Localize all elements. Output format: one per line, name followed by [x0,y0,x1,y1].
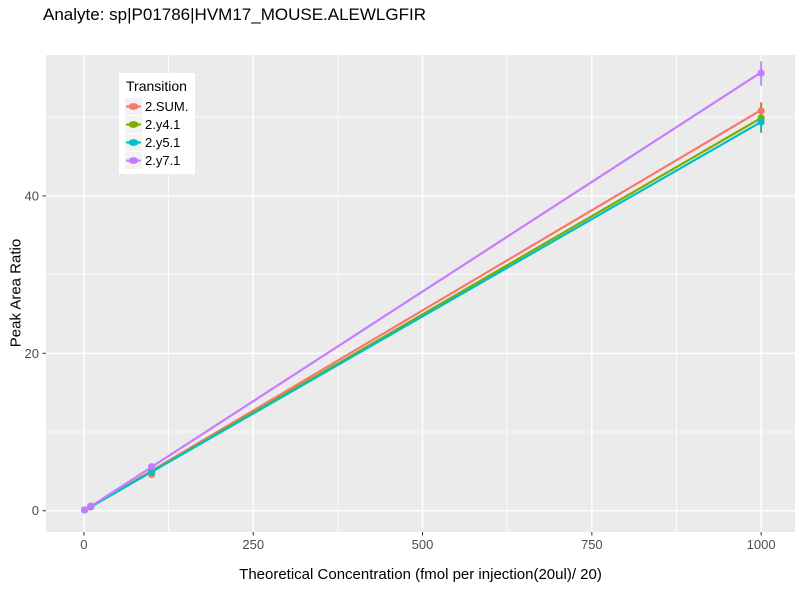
legend: Transition 2.SUM. 2.y4.1 2.y5.1 2.y7.1 [119,73,196,174]
x-tick-label: 0 [80,537,87,552]
legend-key-glyph [125,115,142,133]
series-point [148,468,156,476]
x-axis-title: Theoretical Concentration (fmol per inje… [239,566,602,583]
legend-item: 2.SUM. [125,97,188,115]
series-line [83,71,763,512]
series-point [757,107,765,115]
legend-item-label: 2.y7.1 [145,152,181,168]
plot-title: Analyte: sp|P01786|HVM17_MOUSE.ALEWLGFIR [43,5,426,24]
x-tick-label: 500 [412,537,434,552]
legend-key-glyph [125,97,142,115]
legend-item-label: 2.y4.1 [145,116,181,132]
series-point [148,463,156,471]
x-tick-label: 1000 [747,537,776,552]
y-axis-title: Peak Area Ratio [7,238,25,348]
y-tick-label: 40 [25,188,39,203]
series-line [83,120,763,512]
y-tick-label: 0 [32,503,39,518]
series-point [757,69,765,77]
y-tick-label: 20 [25,346,39,361]
legend-item: 2.y4.1 [125,115,188,133]
series-point [757,118,765,126]
legend-title: Transition [126,78,187,94]
series-line [83,108,763,512]
legend-key-glyph [125,133,142,151]
x-tick-label: 250 [242,537,264,552]
x-tick-label: 750 [581,537,603,552]
legend-item-label: 2.y5.1 [145,134,181,150]
legend-items: 2.SUM. 2.y4.1 2.y5.1 2.y7.1 [125,97,188,169]
series-point [87,502,95,510]
series-point [81,506,89,514]
legend-key-glyph [125,151,142,169]
legend-item-label: 2.SUM. [145,98,189,114]
legend-item: 2.y7.1 [125,151,188,169]
legend-item: 2.y5.1 [125,133,188,151]
